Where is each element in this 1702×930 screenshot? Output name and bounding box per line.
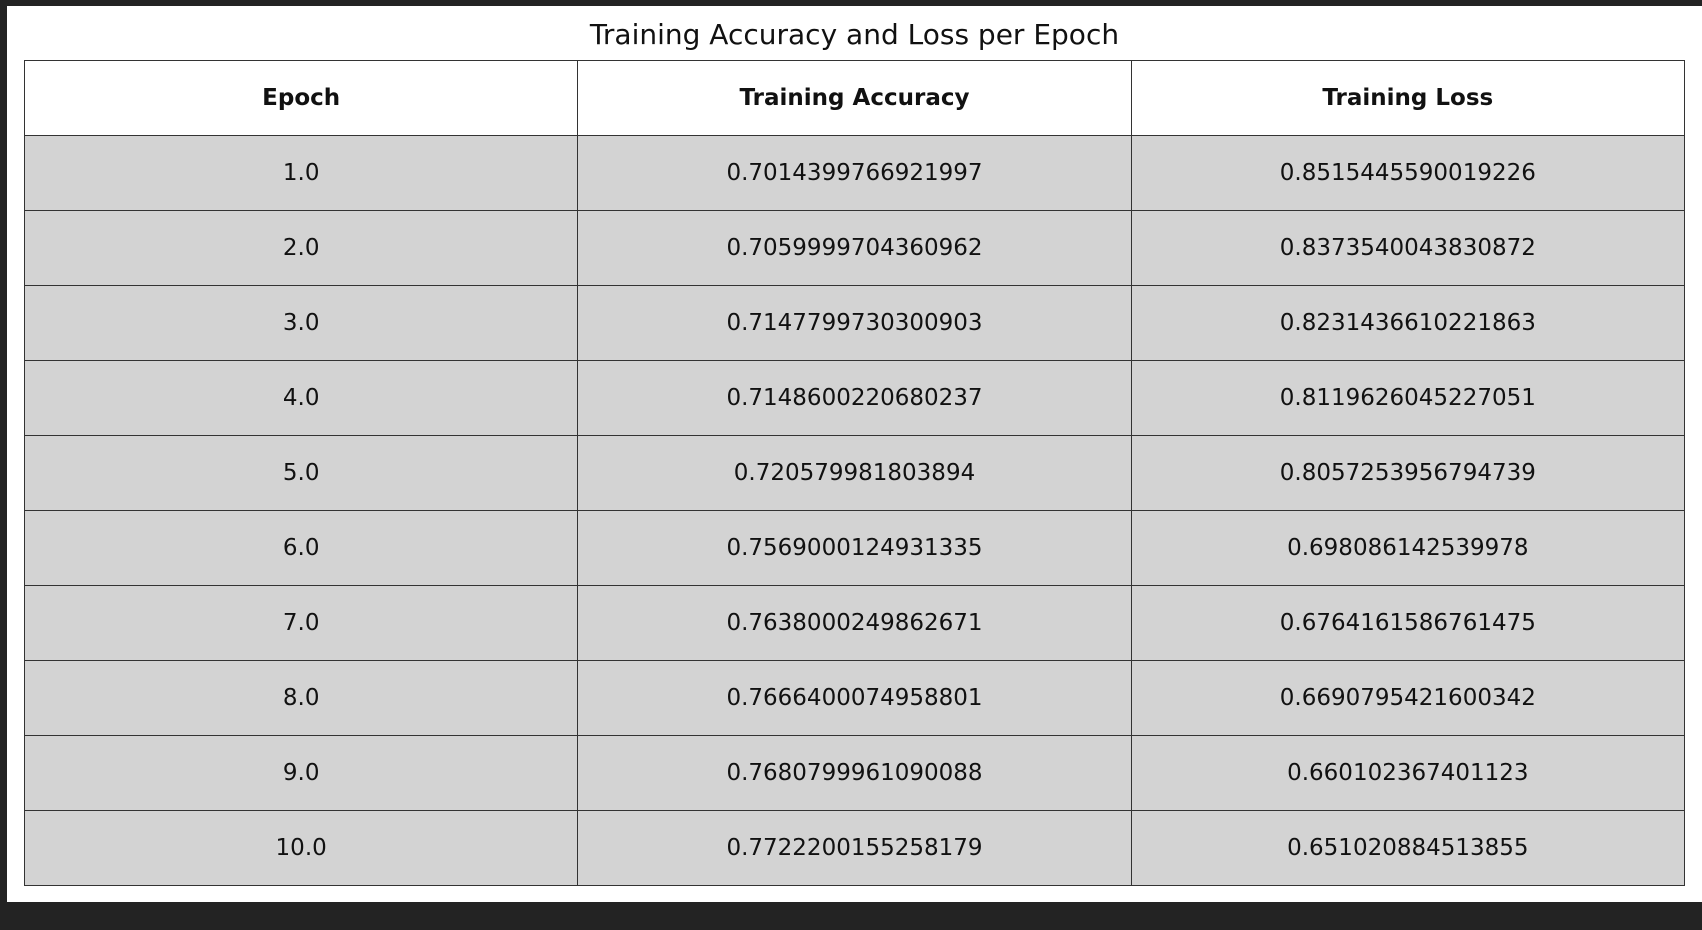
- epoch-cell: 6.0: [23, 510, 579, 586]
- table-row: 3.0 0.7147799730300903 0.823143661022186…: [23, 285, 1686, 361]
- epoch-cell: 10.0: [23, 810, 579, 886]
- data-table: Epoch Training Accuracy Training Loss 1.…: [23, 60, 1686, 886]
- training-accuracy-cell: 0.7569000124931335: [577, 510, 1132, 586]
- table-figure: Training Accuracy and Loss per Epoch Epo…: [7, 6, 1702, 902]
- training-accuracy-cell: 0.7638000249862671: [577, 585, 1132, 661]
- table-row: 10.0 0.7722200155258179 0.65102088451385…: [23, 810, 1686, 886]
- epoch-cell: 1.0: [23, 135, 579, 211]
- training-accuracy-cell: 0.7147799730300903: [577, 285, 1132, 361]
- training-loss-cell: 0.6764161586761475: [1130, 585, 1686, 661]
- epoch-cell: 8.0: [23, 660, 579, 736]
- header-row: Epoch Training Accuracy Training Loss: [23, 60, 1686, 136]
- table-row: 7.0 0.7638000249862671 0.676416158676147…: [23, 585, 1686, 661]
- training-loss-cell: 0.6690795421600342: [1130, 660, 1686, 736]
- training-loss-cell: 0.8231436610221863: [1130, 285, 1686, 361]
- training-accuracy-cell: 0.7059999704360962: [577, 210, 1132, 286]
- table-row: 5.0 0.720579981803894 0.8057253956794739: [23, 435, 1686, 511]
- training-accuracy-cell: 0.7148600220680237: [577, 360, 1132, 436]
- training-loss-cell: 0.8515445590019226: [1130, 135, 1686, 211]
- table-row: 4.0 0.7148600220680237 0.811962604522705…: [23, 360, 1686, 436]
- epoch-cell: 2.0: [23, 210, 579, 286]
- training-loss-cell: 0.8119626045227051: [1130, 360, 1686, 436]
- column-header-training-accuracy: Training Accuracy: [577, 60, 1132, 136]
- table-body: 1.0 0.7014399766921997 0.851544559001922…: [23, 135, 1686, 886]
- table-row: 6.0 0.7569000124931335 0.698086142539978: [23, 510, 1686, 586]
- column-header-epoch: Epoch: [23, 60, 579, 136]
- table-row: 2.0 0.7059999704360962 0.837354004383087…: [23, 210, 1686, 286]
- training-loss-cell: 0.8373540043830872: [1130, 210, 1686, 286]
- training-loss-cell: 0.660102367401123: [1130, 735, 1686, 811]
- table-title: Training Accuracy and Loss per Epoch: [589, 18, 1120, 51]
- bottom-frame-bar: [0, 902, 1702, 930]
- training-accuracy-cell: 0.7666400074958801: [577, 660, 1132, 736]
- epoch-cell: 7.0: [23, 585, 579, 661]
- epoch-cell: 5.0: [23, 435, 579, 511]
- epoch-cell: 4.0: [23, 360, 579, 436]
- column-header-training-loss: Training Loss: [1130, 60, 1686, 136]
- training-accuracy-cell: 0.7014399766921997: [577, 135, 1132, 211]
- training-accuracy-cell: 0.720579981803894: [577, 435, 1132, 511]
- table-row: 9.0 0.7680799961090088 0.660102367401123: [23, 735, 1686, 811]
- training-accuracy-cell: 0.7722200155258179: [577, 810, 1132, 886]
- training-loss-cell: 0.651020884513855: [1130, 810, 1686, 886]
- epoch-cell: 9.0: [23, 735, 579, 811]
- table-row: 1.0 0.7014399766921997 0.851544559001922…: [23, 135, 1686, 211]
- epoch-cell: 3.0: [23, 285, 579, 361]
- training-accuracy-cell: 0.7680799961090088: [577, 735, 1132, 811]
- training-loss-cell: 0.698086142539978: [1130, 510, 1686, 586]
- training-loss-cell: 0.8057253956794739: [1130, 435, 1686, 511]
- table-row: 8.0 0.7666400074958801 0.669079542160034…: [23, 660, 1686, 736]
